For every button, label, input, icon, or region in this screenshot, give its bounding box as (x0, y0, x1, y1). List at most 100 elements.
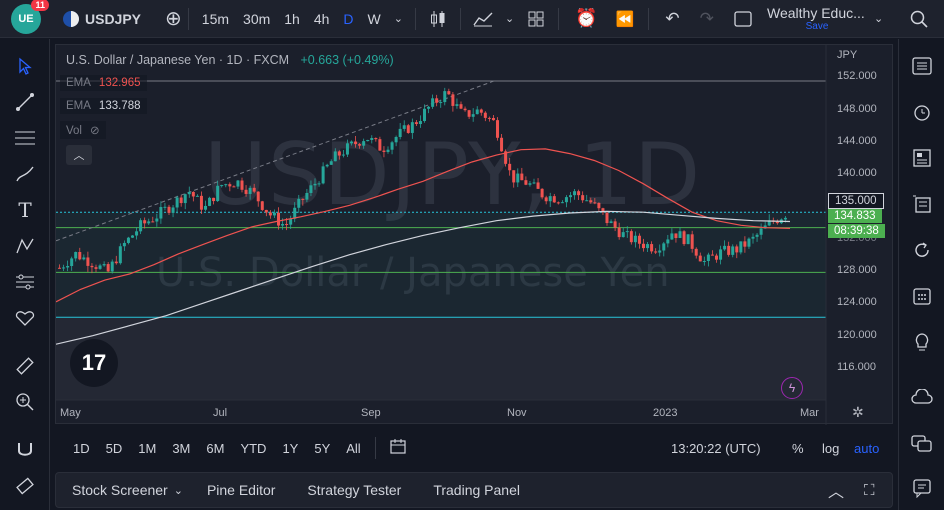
chart-canvas (56, 45, 827, 425)
tab-stock-screener[interactable]: Stock Screener (72, 482, 168, 498)
collapse-legend-button[interactable]: ︿ (66, 145, 92, 165)
settings-gear-icon[interactable]: ✲ (852, 404, 864, 420)
candle-body (66, 266, 70, 268)
ema-label: EMA (66, 100, 91, 112)
time-range-bar: 1D 5D 1M 3M 6M YTD 1Y 5Y All 13:20:22 (U… (55, 430, 893, 466)
chevron-down-icon[interactable]: ⌄ (504, 13, 515, 25)
user-avatar[interactable]: UE 11 (11, 0, 49, 34)
ideas-icon[interactable] (907, 327, 937, 357)
reload-icon[interactable] (907, 235, 937, 265)
utc-clock[interactable]: 13:20:22 (UTC) (671, 440, 761, 456)
candle-body (747, 238, 751, 247)
alert-clock-icon[interactable]: ⏰ (575, 8, 598, 28)
candle-body (423, 108, 426, 122)
ema-fast-legend[interactable]: EMA 132.965 (60, 75, 147, 91)
tab-trading-panel[interactable]: Trading Panel (433, 482, 520, 498)
undo-icon[interactable]: ↶ (665, 8, 680, 28)
range-1d[interactable]: 1D (73, 440, 90, 456)
eye-hidden-icon[interactable]: ⊘ (90, 125, 100, 137)
range-1m[interactable]: 1M (138, 440, 157, 456)
trend-line-icon[interactable] (10, 87, 40, 117)
log-scale-toggle[interactable]: log (822, 440, 840, 456)
candle-body (366, 139, 370, 142)
timeframe-30m[interactable]: 30m (243, 10, 271, 27)
go-to-date-icon[interactable] (382, 438, 414, 458)
range-3m[interactable]: 3M (172, 440, 191, 456)
brush-icon[interactable] (10, 159, 40, 189)
lightning-icon[interactable]: ϟ (781, 377, 803, 399)
add-symbol-icon[interactable]: ⊕ (165, 8, 182, 30)
candle-body (633, 235, 637, 243)
chevron-up-icon[interactable]: ︿ (828, 484, 845, 501)
candle-body (759, 228, 763, 235)
chats-icon[interactable] (907, 429, 937, 459)
candle-body (167, 206, 171, 213)
price-chart[interactable]: USDJPY, 1D U.S. Dollar / Japanese Yen U.… (55, 44, 893, 425)
candle-body (252, 187, 256, 192)
candle-body (90, 265, 94, 268)
candle-body (285, 223, 289, 225)
pattern-icon[interactable] (10, 231, 40, 261)
calendar-icon[interactable] (907, 281, 937, 311)
candle-body (637, 235, 641, 244)
candle-body (625, 231, 629, 233)
account-name: Wealthy Educ... (767, 5, 865, 21)
auto-scale-toggle[interactable]: auto (854, 440, 880, 456)
ema-slow-legend[interactable]: EMA 133.788 (60, 98, 147, 114)
tradingview-logo[interactable]: 17 (70, 339, 118, 387)
watermark-name: U.S. Dollar / Japanese Yen (156, 250, 670, 296)
text-icon[interactable]: T (18, 198, 32, 222)
zoom-in-icon[interactable] (10, 387, 40, 417)
timeframe-4h[interactable]: 4h (313, 10, 330, 27)
chevron-down-icon[interactable]: ⌄ (173, 484, 183, 497)
candle-body (585, 200, 589, 202)
symbol-search[interactable]: USDJPY (85, 10, 142, 27)
candle-body (86, 257, 90, 266)
range-6m[interactable]: 6M (206, 440, 225, 456)
eraser-icon[interactable] (10, 471, 40, 501)
candle-body (418, 121, 422, 125)
candle-body (228, 184, 232, 187)
volume-legend[interactable]: Vol ⊘ (60, 121, 106, 139)
x-tick: 2023 (653, 407, 678, 419)
layout-account[interactable]: Wealthy Educ... Save (767, 5, 887, 32)
chevron-down-icon[interactable]: ⌄ (874, 13, 884, 25)
redo-icon[interactable]: ↷ (699, 8, 714, 28)
streams-icon[interactable] (907, 383, 937, 413)
watchlist-icon[interactable] (907, 51, 937, 81)
alerts-icon[interactable] (907, 97, 937, 127)
range-5y[interactable]: 5Y (314, 440, 331, 456)
candle-body (435, 98, 439, 103)
candle-body (723, 245, 727, 250)
search-icon[interactable] (910, 0, 928, 38)
forecast-icon[interactable] (10, 267, 40, 297)
layout-grid-icon[interactable] (520, 0, 552, 38)
tab-pine-editor[interactable]: Pine Editor (206, 482, 276, 498)
magnet-icon[interactable] (10, 435, 40, 465)
timeframe-d[interactable]: D (343, 10, 354, 27)
fullscreen-box-icon[interactable] (724, 0, 762, 38)
range-all[interactable]: All (346, 440, 361, 456)
hotlist-icon[interactable] (907, 189, 937, 219)
maximize-icon[interactable]: ⛶ (864, 481, 875, 499)
percent-scale-toggle[interactable]: % (792, 440, 804, 456)
timeframe-w[interactable]: W (367, 10, 381, 27)
ruler-icon[interactable] (10, 351, 40, 381)
fib-icon[interactable] (10, 123, 40, 153)
timeframe-1h[interactable]: 1h (284, 10, 300, 27)
range-5d[interactable]: 5D (105, 440, 123, 456)
candle-style-icon[interactable] (422, 0, 454, 38)
indicators-icon[interactable] (467, 0, 499, 38)
timeframe-15m[interactable]: 15m (201, 10, 230, 27)
range-1y[interactable]: 1Y (282, 440, 299, 456)
favorites-icon[interactable] (10, 303, 40, 333)
data-window-icon[interactable] (907, 143, 937, 173)
save-link[interactable]: Save (805, 21, 829, 32)
cursor-icon[interactable] (10, 51, 40, 81)
notifications-icon[interactable] (907, 473, 937, 503)
range-ytd[interactable]: YTD (240, 440, 267, 456)
replay-icon[interactable]: ⏪ (615, 10, 635, 28)
tab-strategy-tester[interactable]: Strategy Tester (307, 482, 402, 498)
level-price-tag[interactable]: 135.000 (828, 193, 884, 209)
chevron-down-icon[interactable]: ⌄ (393, 13, 403, 25)
